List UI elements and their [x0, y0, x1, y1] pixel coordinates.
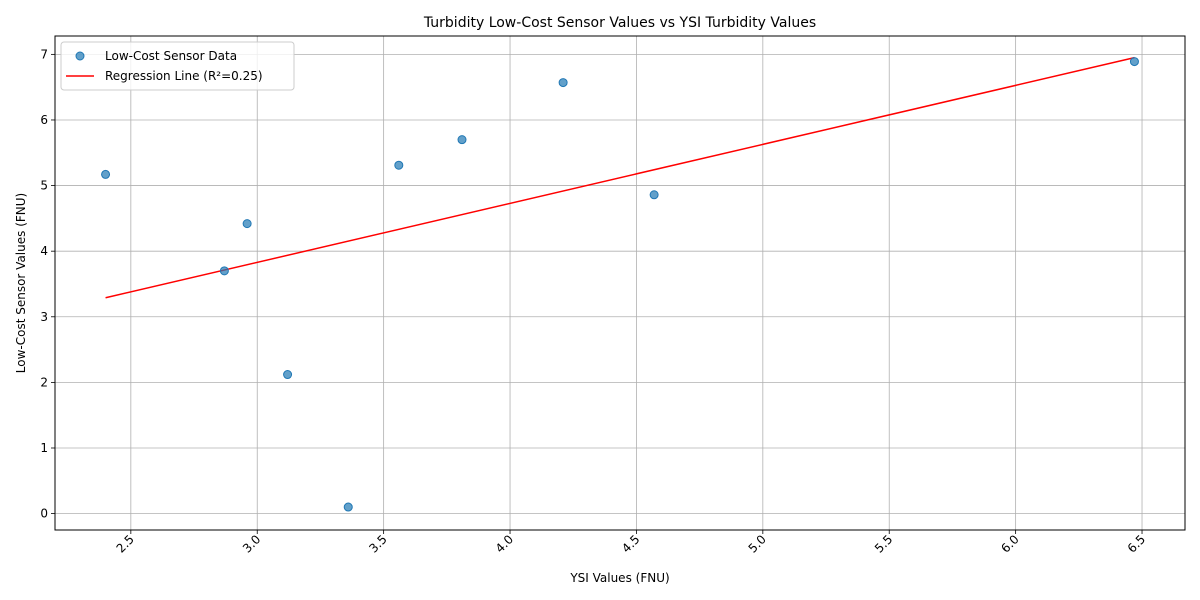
chart-title: Turbidity Low-Cost Sensor Values vs YSI … [423, 15, 816, 31]
y-tick-label: 7 [40, 47, 48, 61]
data-point [457, 135, 467, 145]
data-points [101, 57, 1139, 512]
y-tick-label: 3 [40, 310, 48, 324]
grid [55, 36, 1185, 530]
data-point [219, 266, 229, 276]
y-tick-label: 1 [40, 441, 48, 455]
y-tick-label: 5 [40, 179, 48, 193]
data-point [101, 169, 111, 179]
legend: Low-Cost Sensor Data Regression Line (R²… [60, 41, 295, 91]
data-point [283, 370, 293, 380]
legend-label-line: Regression Line (R²=0.25) [105, 69, 263, 83]
data-point [343, 502, 353, 512]
y-axis-label: Low-Cost Sensor Values (FNU) [14, 193, 28, 373]
data-point [1129, 57, 1139, 67]
regression-line [105, 56, 1135, 299]
regression-line-layer [105, 56, 1135, 299]
y-tick-label: 4 [40, 244, 48, 258]
data-point [558, 78, 568, 88]
data-point [394, 160, 404, 170]
data-point [649, 190, 659, 200]
legend-label-scatter: Low-Cost Sensor Data [105, 49, 237, 63]
legend-marker-scatter [75, 51, 85, 61]
y-tick-label: 6 [40, 113, 48, 127]
data-point [242, 219, 252, 229]
x-axis-label: YSI Values (FNU) [569, 571, 669, 585]
y-tick-label: 2 [40, 375, 48, 389]
y-tick-label: 0 [40, 507, 48, 521]
plot-area-frame [54, 35, 1186, 531]
legend-box [60, 41, 295, 91]
